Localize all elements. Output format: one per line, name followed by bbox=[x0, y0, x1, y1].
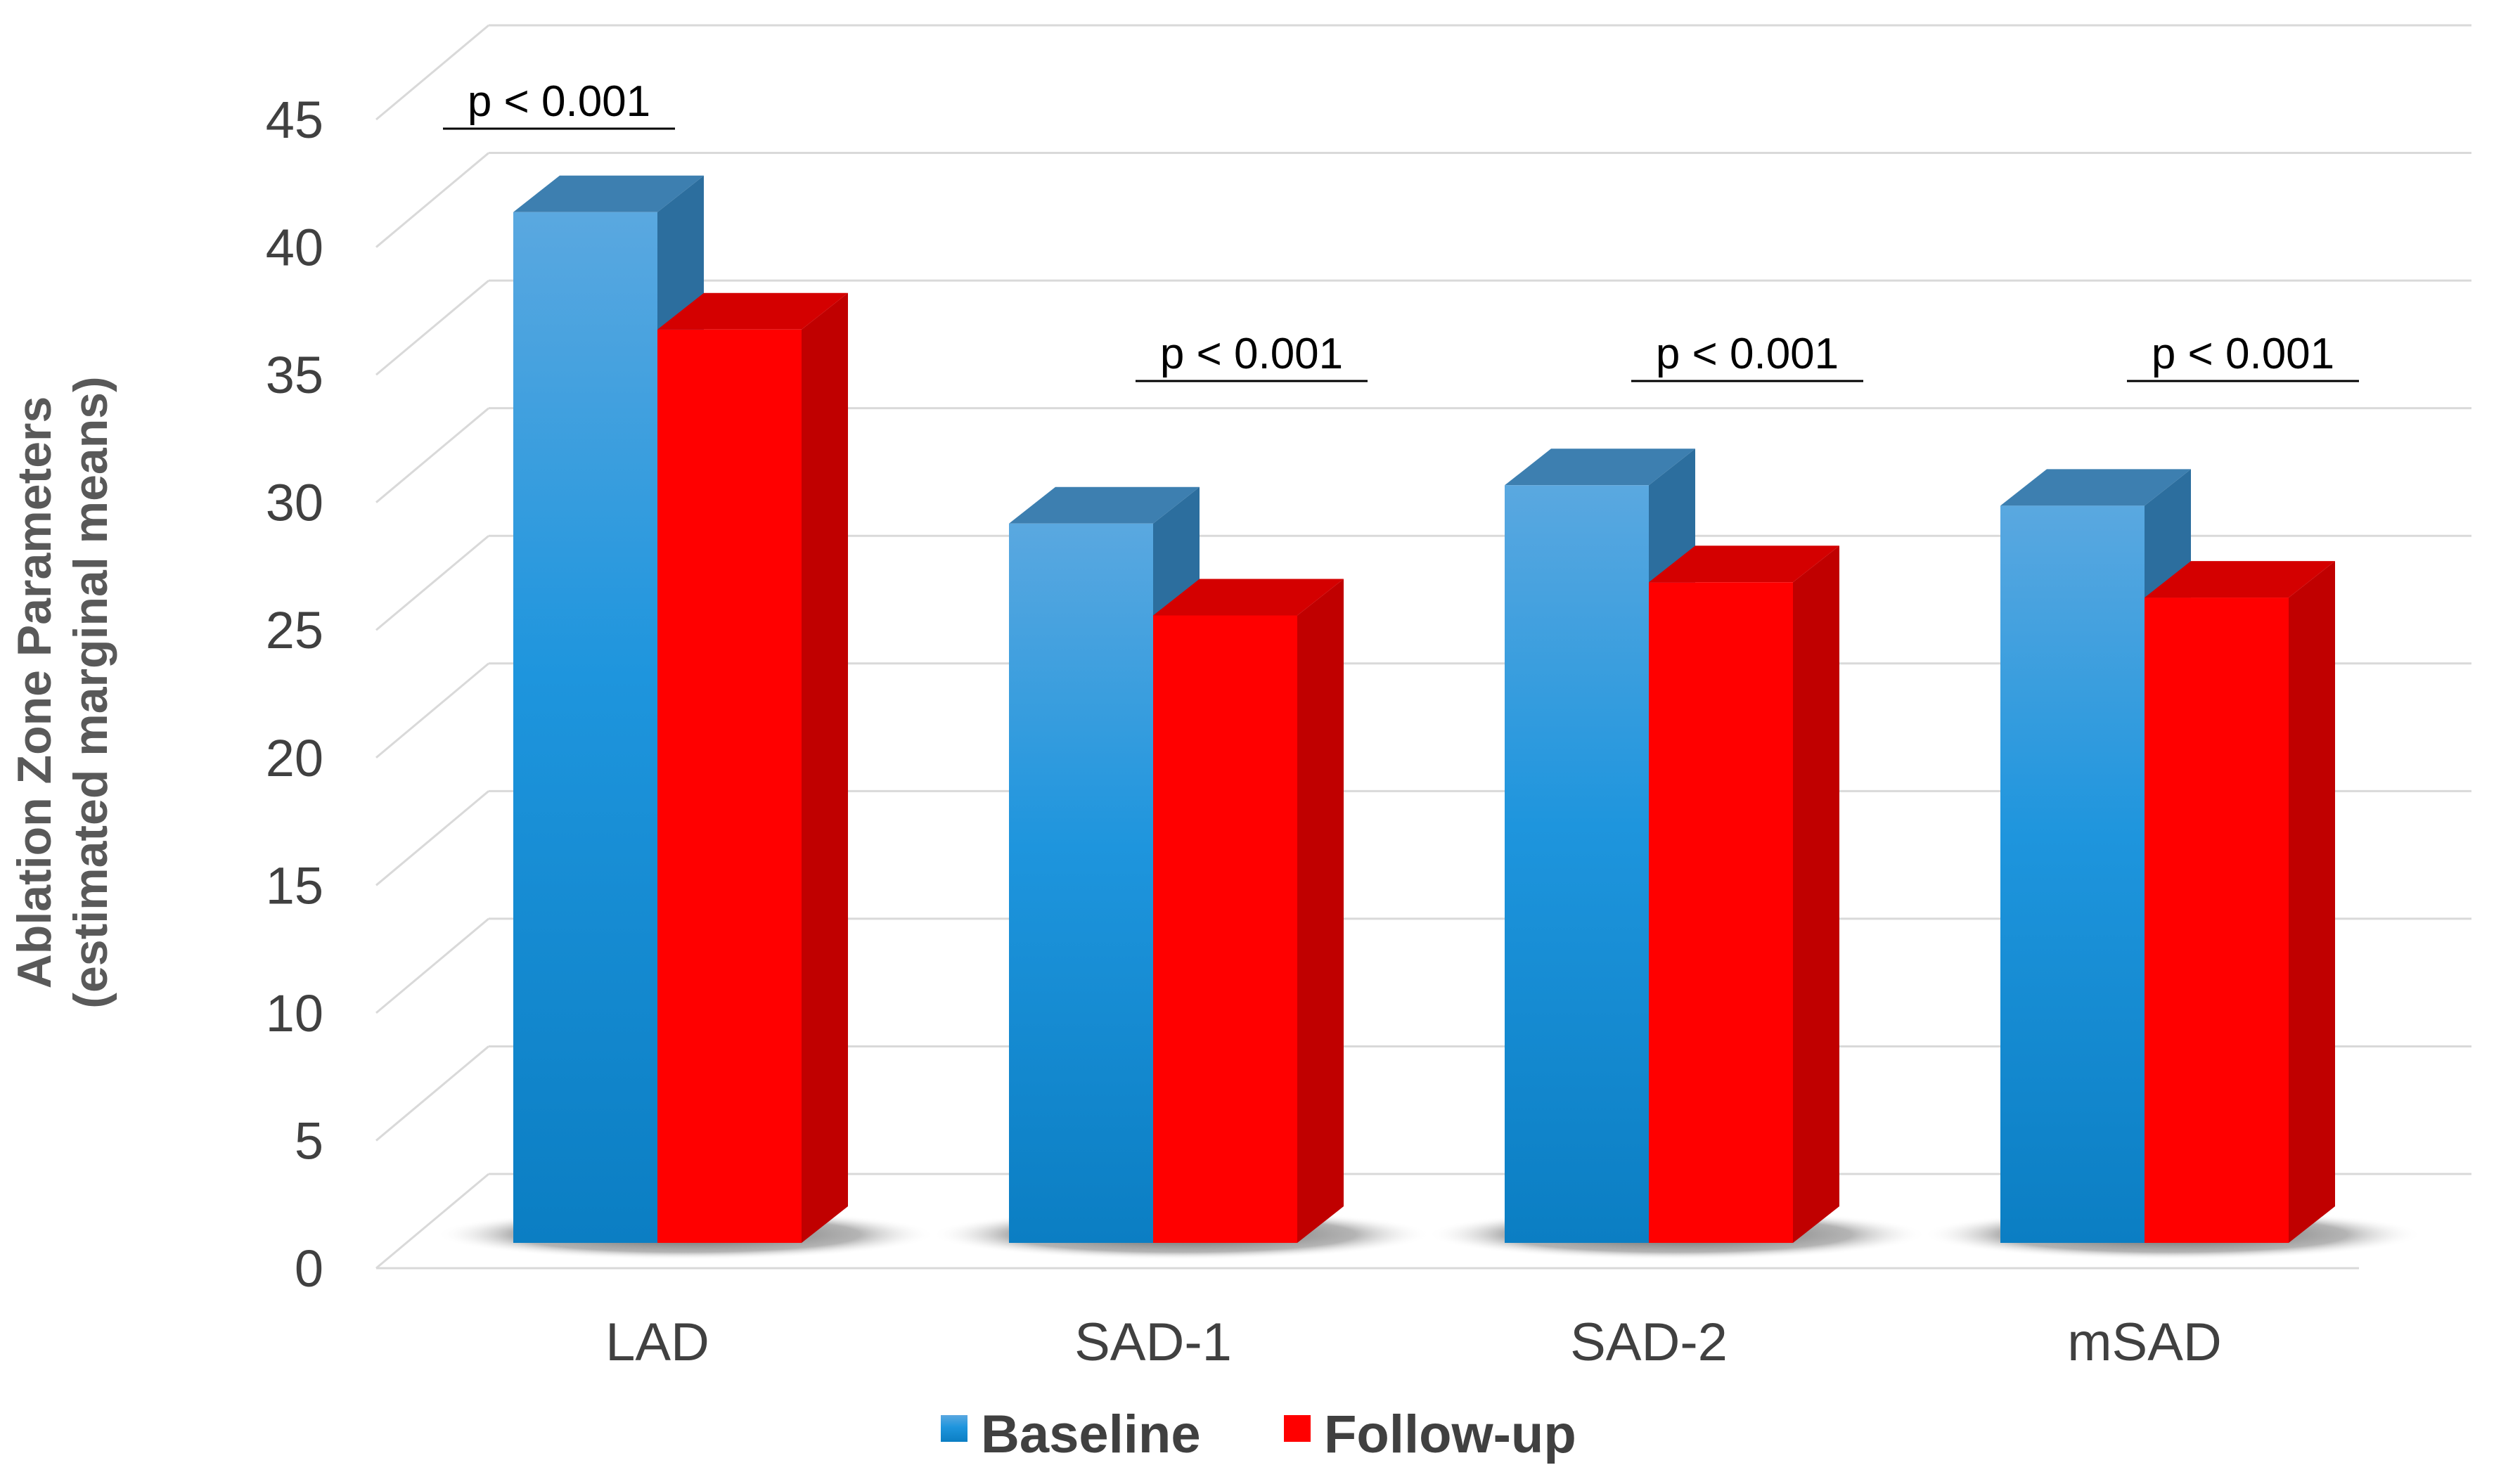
gridline-depth-25 bbox=[375, 535, 489, 631]
p-value-label-SAD-1: p < 0.001 bbox=[1160, 330, 1343, 378]
bar-top-baseline-mSAD bbox=[2000, 469, 2191, 506]
bar-follow-up-LAD bbox=[657, 329, 802, 1243]
bar-follow-up-SAD-2 bbox=[1649, 582, 1793, 1243]
y-tick-label-15: 15 bbox=[266, 856, 323, 915]
legend-swatch-followup bbox=[1284, 1415, 1311, 1442]
bar-baseline-LAD bbox=[513, 212, 657, 1243]
y-tick-label-45: 45 bbox=[266, 91, 323, 149]
bar-top-baseline-SAD-1 bbox=[1009, 486, 1200, 524]
bar-baseline-mSAD bbox=[2000, 505, 2145, 1243]
gridline-depth-5 bbox=[375, 1045, 489, 1142]
bar-side-follow-up-mSAD bbox=[2289, 561, 2335, 1243]
legend: Baseline Follow-up bbox=[941, 1405, 1576, 1464]
p-value-label-LAD: p < 0.001 bbox=[468, 77, 650, 126]
gridline-depth-0 bbox=[375, 1173, 489, 1270]
bar-top-baseline-LAD bbox=[513, 175, 704, 212]
x-tick-label-SAD-2: SAD-2 bbox=[1570, 1312, 1728, 1372]
y-tick-label-5: 5 bbox=[295, 1111, 323, 1170]
bar-side-follow-up-LAD bbox=[802, 292, 848, 1243]
bar-side-follow-up-SAD-1 bbox=[1297, 579, 1344, 1243]
bar-top-follow-up-mSAD bbox=[2145, 561, 2335, 598]
bar-side-follow-up-SAD-2 bbox=[1793, 546, 1839, 1243]
y-tick-label-25: 25 bbox=[266, 601, 323, 659]
y-tick-label-20: 20 bbox=[266, 729, 323, 787]
p-value-label-SAD-2: p < 0.001 bbox=[1656, 330, 1839, 378]
bar-baseline-SAD-2 bbox=[1505, 485, 1649, 1243]
gridline-depth-40 bbox=[375, 152, 489, 248]
y-tick-label-0: 0 bbox=[295, 1239, 323, 1298]
axes: 0 5 10 15 20 25 30 35 40 45 LAD SAD-1 SAD-2 mSAD bbox=[266, 91, 2222, 1372]
x-tick-label-SAD-1: SAD-1 bbox=[1074, 1312, 1232, 1372]
bar-top-baseline-SAD-2 bbox=[1505, 449, 1695, 486]
bar-follow-up-SAD-1 bbox=[1153, 615, 1297, 1243]
bar-follow-up-mSAD bbox=[2145, 598, 2289, 1243]
gridline-depth-30 bbox=[375, 407, 489, 503]
y-tick-label-35: 35 bbox=[266, 346, 323, 404]
bar-top-follow-up-SAD-2 bbox=[1649, 546, 1839, 583]
bar-top-follow-up-LAD bbox=[657, 292, 848, 330]
y-axis-label: Ablation Zone Parameters bbox=[8, 396, 61, 989]
y-tick-label-40: 40 bbox=[266, 219, 323, 277]
y-axis-sublabel: (estimated marginal means) bbox=[64, 376, 117, 1008]
bars bbox=[436, 175, 2422, 1260]
gridline-depth-45 bbox=[375, 24, 489, 121]
bar-top-follow-up-SAD-1 bbox=[1153, 579, 1344, 616]
legend-label-followup: Follow-up bbox=[1324, 1405, 1576, 1464]
gridline-depth-10 bbox=[375, 917, 489, 1014]
legend-swatch-baseline bbox=[941, 1415, 967, 1442]
gridline-depth-15 bbox=[375, 790, 489, 886]
x-tick-label-LAD: LAD bbox=[605, 1312, 709, 1372]
annotations: p < 0.001 p < 0.001 p < 0.001 p < 0.001 bbox=[443, 77, 2359, 382]
y-tick-label-30: 30 bbox=[266, 474, 323, 532]
gridline-depth-20 bbox=[375, 662, 489, 759]
legend-label-baseline: Baseline bbox=[981, 1405, 1201, 1464]
x-tick-label-mSAD: mSAD bbox=[2067, 1312, 2222, 1372]
bar-baseline-SAD-1 bbox=[1009, 523, 1153, 1243]
y-tick-label-10: 10 bbox=[266, 984, 323, 1043]
p-value-label-mSAD: p < 0.001 bbox=[2152, 330, 2334, 378]
gridline-depth-35 bbox=[375, 279, 489, 376]
